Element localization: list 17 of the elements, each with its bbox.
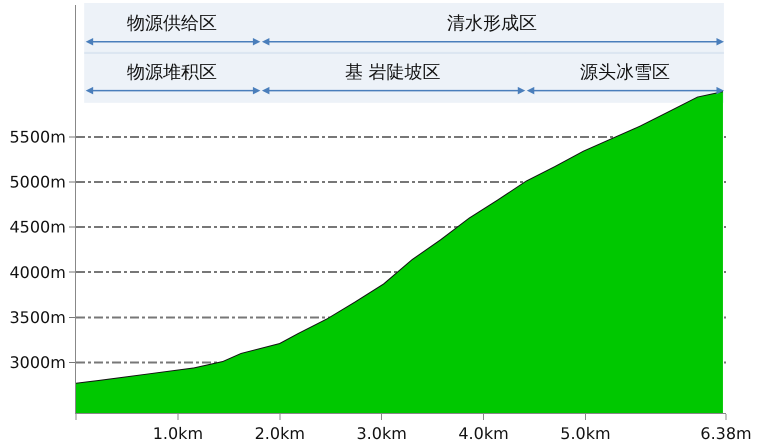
y-tick-label: 3500m [9,308,66,327]
x-tick-label: 5.0km [560,424,611,444]
y-tick-label: 5500m [9,127,66,146]
band-label: 物源供给区 [127,13,217,34]
y-tick-label: 5000m [9,172,66,192]
y-tick-label: 4000m [9,262,66,282]
x-tick-label: 4.0km [458,424,509,444]
y-tick-label: 3000m [9,353,66,372]
band-label: 源头冰雪区 [580,62,670,83]
y-tick-label: 4500m [9,218,66,237]
x-tick-label: 2.0km [254,424,305,444]
x-tick-label: 1.0km [152,424,204,444]
band-label: 基 岩陡坡区 [345,62,441,83]
band-label: 物源堆积区 [127,62,217,83]
x-tick-label: 6.38m [700,424,752,444]
band-label: 清水形成区 [447,13,537,34]
x-tick-label: 3.0km [356,424,407,444]
